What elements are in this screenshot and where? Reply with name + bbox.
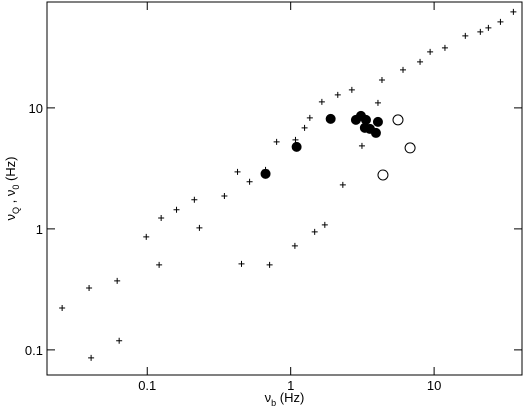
data-point (301, 124, 308, 131)
data-point (377, 169, 389, 181)
data-point (462, 32, 469, 39)
data-point (339, 181, 346, 188)
x-tick-label: 10 (427, 378, 441, 393)
data-point (321, 221, 328, 228)
x-tick-label: 1 (287, 378, 294, 393)
label-part: 0 (11, 185, 21, 190)
data-point (196, 224, 203, 231)
data-point (311, 228, 318, 235)
data-point (114, 277, 121, 284)
data-point (260, 168, 271, 179)
plot-frame (46, 1, 523, 376)
data-point (173, 206, 180, 213)
data-point (266, 261, 273, 268)
data-point (372, 116, 383, 127)
data-point (427, 48, 434, 55)
data-point (143, 233, 150, 240)
label-part: (Hz) (276, 390, 304, 405)
label-part: ν (3, 214, 18, 221)
data-point (291, 141, 302, 152)
data-point (238, 260, 245, 267)
x-axis-label: νb (Hz) (265, 390, 305, 408)
data-point (358, 142, 365, 149)
data-point (116, 337, 123, 344)
label-part: (Hz) (3, 156, 18, 184)
data-point (348, 86, 355, 93)
data-point (234, 168, 241, 175)
data-point (360, 114, 371, 125)
data-point (88, 354, 95, 361)
y-tick-label: 1 (36, 222, 43, 237)
data-point (306, 114, 313, 121)
data-point (158, 215, 165, 222)
data-point (477, 28, 484, 35)
data-point (59, 304, 66, 311)
data-point (417, 58, 424, 65)
data-point (86, 284, 93, 291)
label-part: , ν (3, 190, 18, 207)
data-point (318, 98, 325, 105)
data-point (510, 8, 517, 15)
data-point (246, 178, 253, 185)
data-point (441, 44, 448, 51)
data-point (291, 242, 298, 249)
data-point (370, 127, 381, 138)
data-point (325, 113, 336, 124)
data-point (156, 261, 163, 268)
data-point (221, 192, 228, 199)
data-point (392, 114, 404, 126)
data-point (292, 136, 299, 143)
y-tick-label: 10 (29, 101, 43, 116)
data-point (378, 76, 385, 83)
data-point (485, 24, 492, 31)
label-part: ν (265, 390, 272, 405)
x-tick-label: 0.1 (138, 378, 156, 393)
label-part: Q (11, 207, 21, 214)
label-part: b (271, 398, 276, 408)
data-point (334, 91, 341, 98)
data-point (404, 142, 416, 154)
data-point (497, 18, 504, 25)
y-axis-label: νQ , ν0 (Hz) (3, 156, 21, 220)
data-point (400, 66, 407, 73)
data-point (273, 138, 280, 145)
data-point (374, 99, 381, 106)
y-tick-label: 0.1 (25, 343, 43, 358)
data-point (191, 196, 198, 203)
